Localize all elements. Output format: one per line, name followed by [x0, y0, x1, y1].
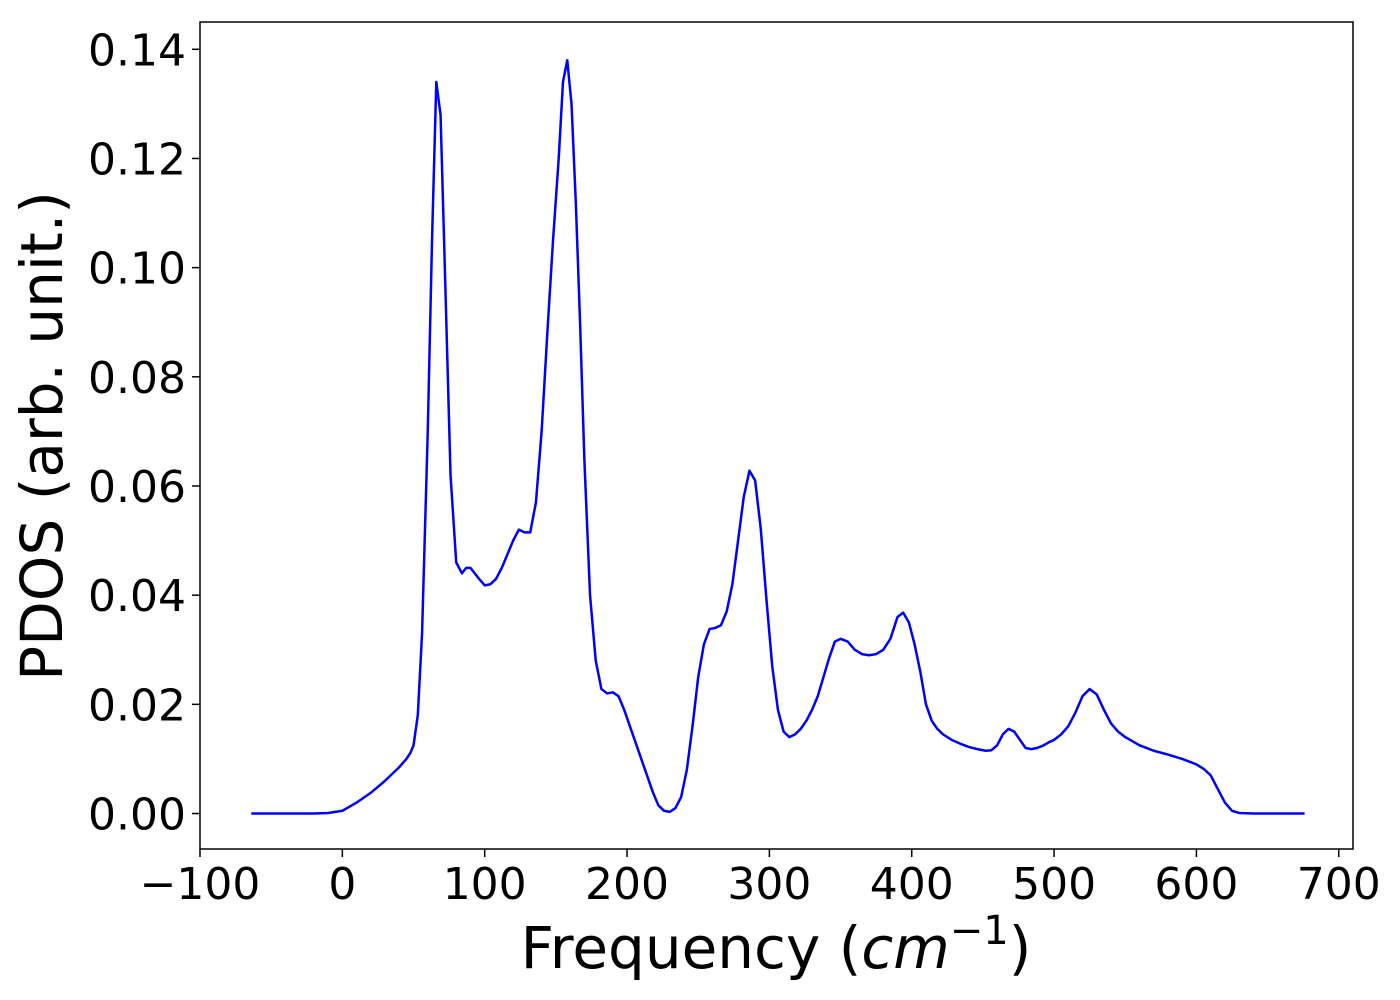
y-tick-label: 0.04 [88, 571, 186, 622]
y-tick-label: 0.00 [88, 790, 186, 841]
pdos-series-line [251, 58, 1305, 815]
y-tick-label: 0.02 [88, 680, 186, 731]
y-axis-label: PDOS (arb. unit.) [8, 191, 76, 681]
x-tick-label: −100 [140, 859, 261, 910]
x-tick-label: 200 [585, 859, 669, 910]
x-axis: −100 0 100 200 300 400 500 600 700 [140, 849, 1381, 910]
y-tick-label: 0.12 [88, 134, 186, 185]
x-tick-label: 100 [443, 859, 527, 910]
y-tick-label: 0.06 [88, 462, 186, 513]
plot-area [199, 21, 1354, 850]
x-axis-label: Frequency (cm−1) [521, 908, 1032, 982]
y-tick-label: 0.10 [88, 244, 186, 295]
y-tick-label: 0.14 [88, 25, 186, 76]
y-axis: 0.00 0.02 0.04 0.06 0.08 0.10 0.12 0.14 [88, 25, 200, 841]
x-tick-label: 400 [870, 859, 954, 910]
x-tick-label: 700 [1297, 859, 1381, 910]
x-tick-label: 300 [727, 859, 811, 910]
y-tick-label: 0.08 [88, 353, 186, 404]
x-tick-label: 600 [1154, 859, 1238, 910]
x-tick-label: 0 [328, 859, 356, 910]
x-tick-label: 500 [1012, 859, 1096, 910]
